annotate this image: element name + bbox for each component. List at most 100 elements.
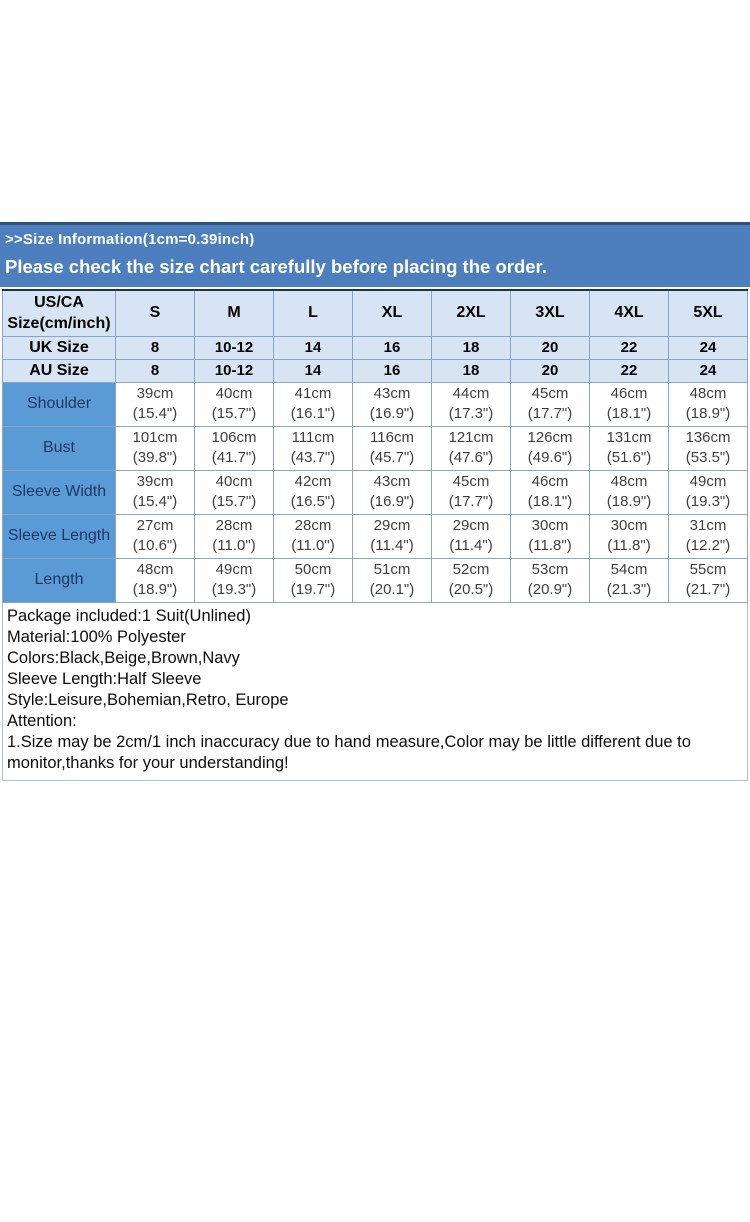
measurement-value-cell: 39cm (15.4") xyxy=(115,381,195,427)
measurement-cm: 116cm xyxy=(370,429,414,446)
measurement-inch: (15.7") xyxy=(211,493,257,510)
measurement-inch: (51.6") xyxy=(606,449,652,466)
measurement-value-cell: 41cm (16.1") xyxy=(273,381,353,427)
region-size-row: UK Size 8 10-12 14 16 18 20 22 24 xyxy=(2,335,748,360)
region-size-value: 20 xyxy=(510,358,590,383)
region-size-value: 22 xyxy=(589,335,669,360)
size-column-header: L xyxy=(273,289,353,337)
measurement-value-cell: 29cm (11.4") xyxy=(352,513,432,559)
corner-cell: US/CA Size(cm/inch) xyxy=(2,289,116,337)
measurement-value-cell: 39cm (15.4") xyxy=(115,469,195,515)
measurement-value-cell: 29cm (11.4") xyxy=(431,513,511,559)
region-size-value: 24 xyxy=(668,358,748,383)
measurement-inch: (16.9") xyxy=(369,493,415,510)
measurement-inch: (17.7") xyxy=(527,405,573,422)
size-column-header: 2XL xyxy=(431,289,511,337)
measurement-inch: (18.9") xyxy=(685,405,731,422)
measurement-inch: (49.6") xyxy=(527,449,573,466)
measurement-cm: 121cm xyxy=(448,429,494,446)
measurement-inch: (11.0") xyxy=(212,537,256,554)
measurement-cm: 49cm xyxy=(689,473,727,490)
size-column-header: 5XL xyxy=(668,289,748,337)
measurement-cm: 45cm xyxy=(531,385,569,402)
region-size-value: 18 xyxy=(431,335,511,360)
measurement-cm: 49cm xyxy=(215,561,253,578)
measurement-value-cell: 27cm (10.6") xyxy=(115,513,195,559)
measurement-value-cell: 28cm (11.0") xyxy=(194,513,274,559)
region-size-label: AU Size xyxy=(2,358,116,383)
measurement-value-cell: 46cm (18.1") xyxy=(510,469,590,515)
region-size-value: 14 xyxy=(273,358,353,383)
measurement-cm: 41cm xyxy=(294,385,332,402)
size-column-header: 4XL xyxy=(589,289,669,337)
measurement-cm: 28cm xyxy=(215,517,253,534)
measurement-inch: (15.4") xyxy=(132,405,178,422)
measurement-cm: 30cm xyxy=(610,517,648,534)
measurement-inch: (20.9") xyxy=(527,581,573,598)
measurement-inch: (18.1") xyxy=(527,493,573,510)
measurement-inch: (19.3") xyxy=(211,581,257,598)
detail-line: Package included:1 Suit(Unlined) xyxy=(7,606,251,625)
measurement-inch: (11.0") xyxy=(291,537,335,554)
measurement-value-cell: 43cm (16.9") xyxy=(352,469,432,515)
size-header-row: US/CA Size(cm/inch) S M L XL 2XL 3XL 4XL 5XL xyxy=(2,289,748,337)
region-size-value: 14 xyxy=(273,335,353,360)
measurement-value-cell: 31cm (12.2") xyxy=(668,513,748,559)
measurement-inch: (12.2") xyxy=(685,537,731,554)
measurement-cm: 48cm xyxy=(610,473,648,490)
measurement-inch: (43.7") xyxy=(290,449,336,466)
measurement-cm: 30cm xyxy=(531,517,569,534)
measurement-label: Length xyxy=(2,557,116,603)
measurement-inch: (18.9") xyxy=(606,493,652,510)
measurement-value-cell: 46cm (18.1") xyxy=(589,381,669,427)
region-size-value: 18 xyxy=(431,358,511,383)
measurement-cm: 31cm xyxy=(689,517,727,534)
measurement-value-cell: 49cm (19.3") xyxy=(668,469,748,515)
measurement-inch: (11.4") xyxy=(370,537,414,554)
measurement-value-cell: 126cm (49.6") xyxy=(510,425,590,471)
corner-label-bottom: Size(cm/inch) xyxy=(7,315,111,333)
measurement-value-cell: 40cm (15.7") xyxy=(194,469,274,515)
measurement-cm: 43cm xyxy=(373,473,411,490)
measurement-row: Length 48cm (18.9") 49cm (19.3") 50cm (19.7") 5… xyxy=(2,557,748,603)
measurement-cm: 46cm xyxy=(610,385,648,402)
measurement-value-cell: 136cm (53.5") xyxy=(668,425,748,471)
region-size-row: AU Size 8 10-12 14 16 18 20 22 24 xyxy=(2,358,748,383)
measurement-inch: (16.9") xyxy=(369,405,415,422)
region-size-value: 16 xyxy=(352,358,432,383)
banner-title: >>Size Information(1cm=0.39inch) xyxy=(5,231,255,248)
measurement-cm: 106cm xyxy=(211,429,257,446)
detail-line: Material:100% Polyester xyxy=(7,627,186,646)
measurement-value-cell: 111cm (43.7") xyxy=(273,425,353,471)
measurement-row: Shoulder 39cm (15.4") 40cm (15.7") 41cm (16.1"… xyxy=(2,381,748,427)
measurement-cm: 40cm xyxy=(215,385,253,402)
measurement-value-cell: 30cm (11.8") xyxy=(589,513,669,559)
measurement-value-cell: 52cm (20.5") xyxy=(431,557,511,603)
banner-subtitle: Please check the size chart carefully be… xyxy=(5,256,547,277)
region-size-value: 24 xyxy=(668,335,748,360)
product-size-info-image: >>Size Information(1cm=0.39inch) Please … xyxy=(0,222,750,1222)
measurement-value-cell: 116cm (45.7") xyxy=(352,425,432,471)
measurement-value-cell: 53cm (20.9") xyxy=(510,557,590,603)
measurement-cm: 131cm xyxy=(606,429,652,446)
measurement-label: Sleeve Length xyxy=(2,513,116,559)
measurement-value-cell: 48cm (18.9") xyxy=(115,557,195,603)
measurement-value-cell: 48cm (18.9") xyxy=(589,469,669,515)
region-size-value: 22 xyxy=(589,358,669,383)
measurement-cm: 111cm xyxy=(291,429,335,446)
measurement-inch: (17.7") xyxy=(448,493,494,510)
product-details: Package included:1 Suit(Unlined) Material… xyxy=(2,602,748,781)
corner-label-top: US/CA xyxy=(34,294,84,312)
detail-line: Style:Leisure,Bohemian,Retro, Europe xyxy=(7,690,289,709)
detail-line: Attention: xyxy=(7,711,77,730)
size-column-header: M xyxy=(194,289,274,337)
measurement-cm: 29cm xyxy=(373,517,411,534)
region-size-value: 8 xyxy=(115,335,195,360)
measurement-cm: 28cm xyxy=(294,517,332,534)
measurement-value-cell: 43cm (16.9") xyxy=(352,381,432,427)
measurement-inch: (18.1") xyxy=(606,405,652,422)
measurement-inch: (11.8") xyxy=(528,537,572,554)
measurement-cm: 42cm xyxy=(294,473,332,490)
measurement-inch: (47.6") xyxy=(448,449,494,466)
measurement-row: Sleeve Width 39cm (15.4") 40cm (15.7") 42cm (1… xyxy=(2,469,748,515)
